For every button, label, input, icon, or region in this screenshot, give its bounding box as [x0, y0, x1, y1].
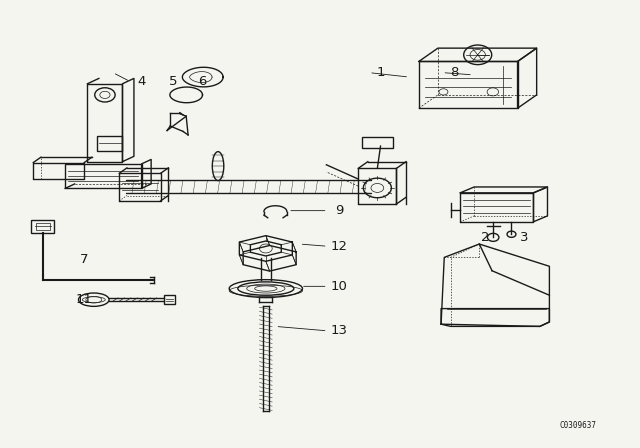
Bar: [36, 223, 50, 230]
Text: 11: 11: [76, 293, 93, 306]
Text: 2: 2: [481, 231, 490, 244]
Text: 3: 3: [520, 231, 528, 244]
Text: 13: 13: [331, 324, 348, 337]
Bar: [97, 136, 122, 151]
Bar: [65, 164, 141, 188]
Bar: [164, 295, 175, 304]
Text: 10: 10: [331, 280, 348, 293]
Text: C0309637: C0309637: [559, 421, 596, 430]
Bar: [31, 220, 54, 233]
Text: 9: 9: [335, 204, 343, 217]
Bar: [362, 137, 393, 148]
Text: 1: 1: [376, 66, 385, 79]
Text: 8: 8: [450, 66, 458, 79]
Text: 12: 12: [331, 240, 348, 253]
Text: 6: 6: [198, 75, 206, 88]
Text: 4: 4: [138, 75, 146, 88]
Text: 5: 5: [169, 75, 178, 88]
Text: 7: 7: [80, 253, 88, 266]
